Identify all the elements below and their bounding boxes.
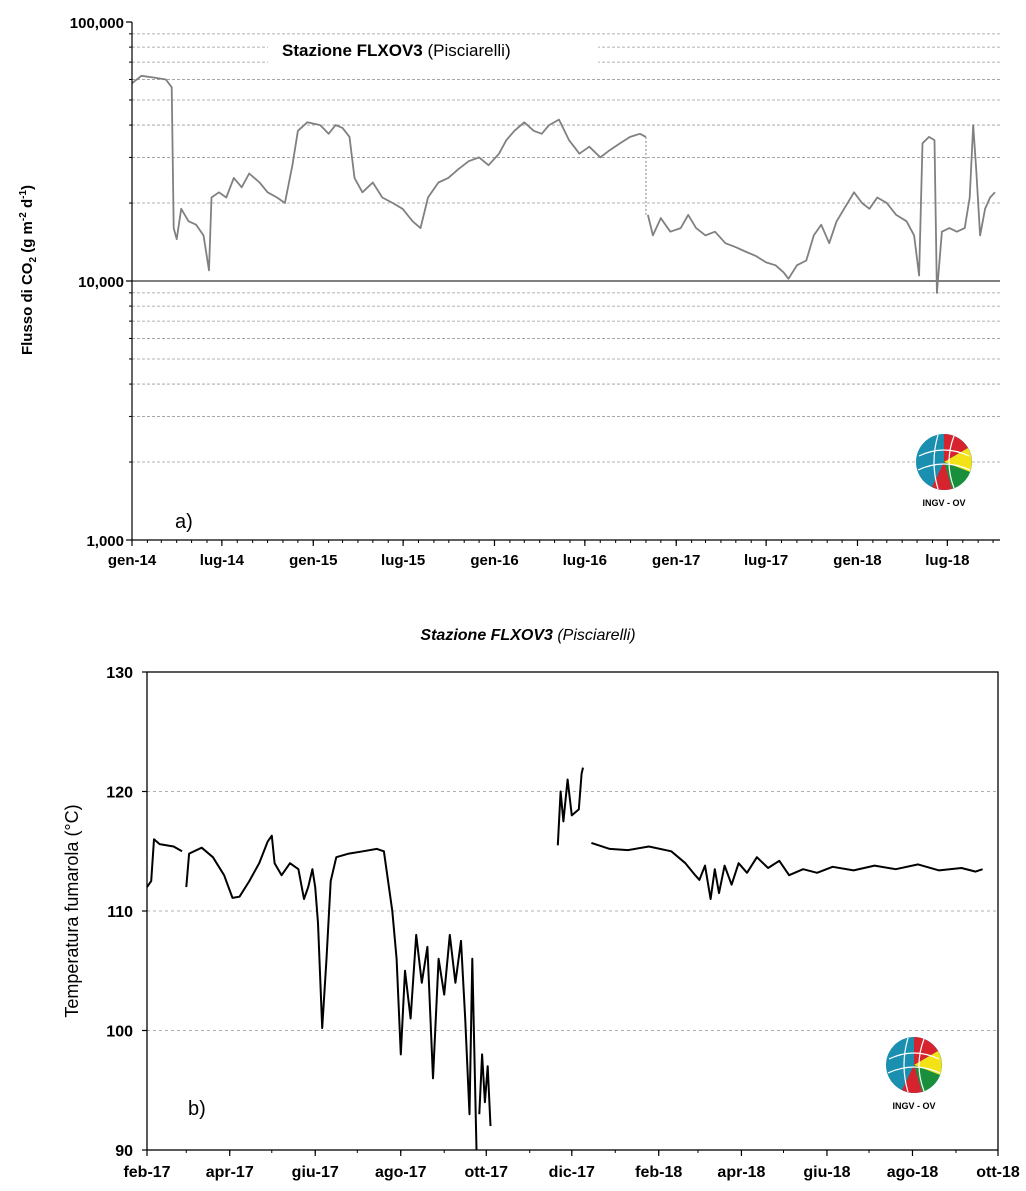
- chart-b-x-tick-label: ago-17: [375, 1164, 427, 1181]
- chart-b-y-tick-label: 90: [115, 1143, 133, 1160]
- chart-b-series-line: [479, 1054, 490, 1126]
- chart-b-series-line: [591, 843, 982, 899]
- chart-a-x-tick-label: lug-16: [563, 552, 607, 569]
- chart-b-series: [147, 768, 983, 1150]
- chart-a-x-tick-label: lug-17: [744, 552, 788, 569]
- chart-b-x-tick-label: dic-17: [549, 1164, 595, 1181]
- chart-b-x-tick-label: apr-17: [206, 1164, 254, 1181]
- chart-a-x-tick-label: lug-14: [200, 552, 245, 569]
- chart-b-y-tick-label: 110: [107, 904, 133, 921]
- chart-b-x-tick-label: feb-17: [123, 1164, 170, 1181]
- chart-a-y-tick-label: 1,000: [86, 533, 124, 550]
- chart-b-x-tick-label: apr-18: [717, 1164, 765, 1181]
- chart-b-series-line: [558, 768, 583, 846]
- chart-a-title-bold: Stazione FLXOV3: [282, 41, 423, 60]
- chart-b-x-tick-label: giu-18: [803, 1164, 850, 1181]
- chart-a-y-axis-label: Flusso di CO2 (g m-2 d-1): [18, 185, 39, 355]
- chart-a-title: Stazione FLXOV3 (Pisciarelli): [282, 41, 511, 60]
- chart-a-panel-label: a): [175, 511, 193, 533]
- chart-b-x-tick-label: ago-18: [887, 1164, 939, 1181]
- chart-a-x-tick-label: gen-14: [108, 552, 157, 569]
- chart-a-ylabel-end: ): [19, 185, 36, 190]
- chart-b-series-line: [147, 839, 182, 887]
- chart-a-x-tick-label: gen-15: [289, 552, 337, 569]
- chart-b-gridlines: [147, 792, 998, 1031]
- ingv-logo-b: INGV - OV: [886, 1037, 942, 1111]
- chart-b-y-tick-label: 120: [106, 785, 133, 802]
- chart-a-ylabel-pre: Flusso di CO: [19, 262, 36, 355]
- chart-a-x-tick-label: gen-18: [833, 552, 881, 569]
- chart-b-panel-label: b): [188, 1098, 206, 1120]
- chart-b-x-tick-label: feb-18: [635, 1164, 682, 1181]
- chart-b-series-line: [186, 836, 476, 1150]
- chart-b-y-axis-label: Temperatura fumarola (°C): [62, 804, 82, 1017]
- chart-a: 1,000 10,000 100,000 gen-14 lug-14 gen-15 lug…: [0, 0, 1026, 590]
- logo-a-text: INGV - OV: [922, 498, 965, 508]
- chart-b-title-rest: (Pisciarelli): [557, 627, 635, 644]
- chart-b-y-tick-labels: 90 100 110 120 130: [106, 665, 133, 1160]
- chart-b-x-tick-label: ott-18: [976, 1164, 1020, 1181]
- chart-b-x-tick-label: ott-17: [464, 1164, 508, 1181]
- chart-a-x-tick-label: lug-18: [925, 552, 969, 569]
- chart-b-y-tick-label: 100: [106, 1024, 133, 1041]
- chart-b-y-tick-label: 130: [106, 665, 133, 682]
- chart-b: Stazione FLXOV3 (Pisciarelli) 90 100 110 12…: [62, 627, 1020, 1181]
- chart-a-title-rest: (Pisciarelli): [427, 41, 510, 60]
- chart-a-y-tick-label: 100,000: [70, 15, 124, 32]
- logo-b-text: INGV - OV: [892, 1101, 935, 1111]
- chart-a-x-tick-label: lug-15: [381, 552, 425, 569]
- chart-a-y-tick-label: 10,000: [78, 274, 124, 291]
- chart-b-axes: [142, 672, 998, 1156]
- chart-a-ylabel-mid: d: [19, 199, 36, 212]
- chart-b-x-tick-labels: feb-17 apr-17 giu-17 ago-17 ott-17 dic-17 feb-…: [123, 1164, 1019, 1181]
- chart-b-x-tick-label: giu-17: [292, 1164, 339, 1181]
- chart-b-title-bold: Stazione FLXOV3: [420, 627, 553, 644]
- chart-a-x-tick-label: gen-16: [470, 552, 518, 569]
- chart-b-title: Stazione FLXOV3 (Pisciarelli): [420, 627, 635, 644]
- chart-a-x-tick-label: gen-17: [652, 552, 700, 569]
- chart-a-ylabel-post: (g m: [19, 221, 36, 257]
